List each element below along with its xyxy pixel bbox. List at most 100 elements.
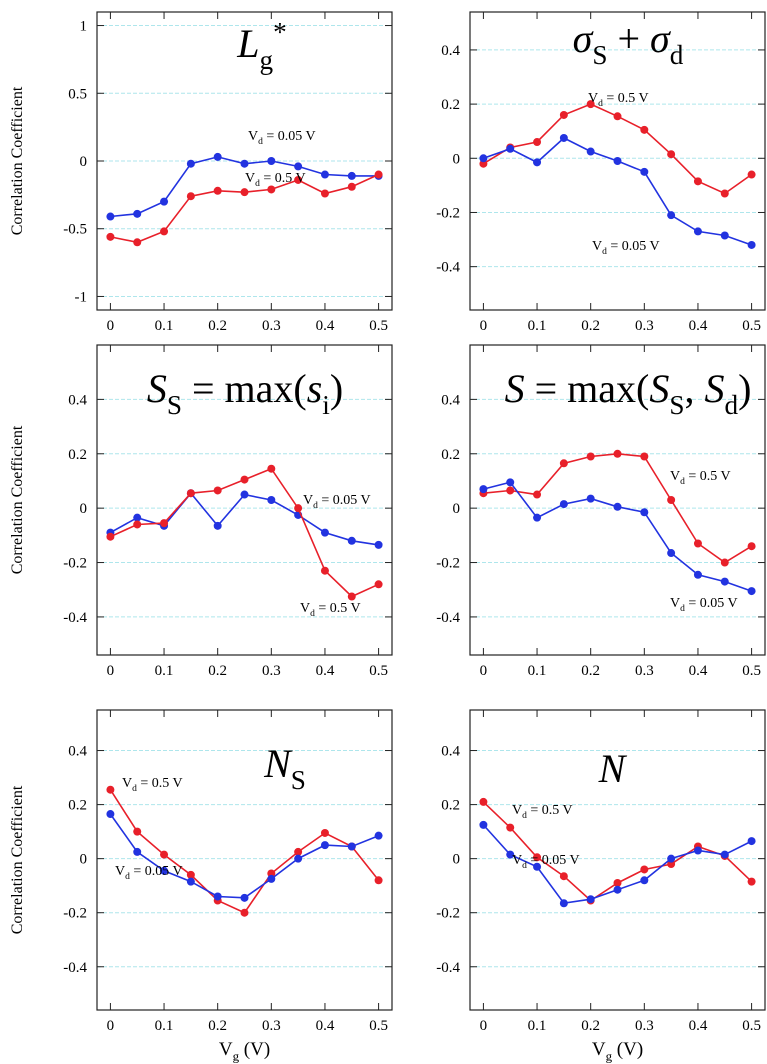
text-segment: S <box>147 366 167 411</box>
data-point <box>533 862 542 871</box>
panel-title: σS + σd <box>573 16 684 70</box>
panel-title: Lg* <box>236 17 286 75</box>
text-segment: d <box>680 477 685 487</box>
text-segment: = 0.05 V <box>130 864 183 879</box>
data-point <box>720 189 729 198</box>
series-line <box>483 137 752 246</box>
y-tick-label: -0.2 <box>436 906 460 922</box>
data-point <box>374 170 383 179</box>
data-point <box>586 147 595 156</box>
data-point <box>160 866 169 875</box>
text-segment: S <box>505 366 525 411</box>
x-tick-label: 0.4 <box>316 1018 335 1034</box>
text-segment: d <box>258 137 263 147</box>
annotation: Vd = 0.5 V <box>512 803 573 821</box>
text-segment: , <box>684 366 704 411</box>
x-tick-label: 0.5 <box>369 663 388 679</box>
y-tick-label: 0.4 <box>441 744 460 760</box>
text-segment: V <box>592 1039 606 1060</box>
text-segment: d <box>255 179 260 189</box>
text-segment: = 0.05 V <box>263 129 316 144</box>
x-tick-label: 0.1 <box>155 1018 174 1034</box>
y-tick-label: 0.4 <box>68 392 87 408</box>
plot-frame <box>469 11 766 311</box>
panel-title: S = max(SS, Sd) <box>505 366 752 420</box>
x-tick-label: 0 <box>480 1018 488 1034</box>
x-tick-label: 0.4 <box>316 318 335 334</box>
text-segment: ) <box>738 366 751 411</box>
data-point <box>533 138 542 147</box>
data-point <box>294 854 303 863</box>
text-segment: d <box>132 784 137 794</box>
x-tick-label: 0.3 <box>262 1018 281 1034</box>
data-point <box>533 490 542 499</box>
text-segment: V <box>592 239 602 254</box>
text-segment: d <box>602 247 607 257</box>
text-segment: S <box>669 390 684 420</box>
data-point <box>347 536 356 545</box>
data-point <box>240 188 249 197</box>
x-tick-label: 0 <box>107 1018 115 1034</box>
data-point <box>133 520 142 529</box>
data-point <box>506 486 515 495</box>
data-point <box>613 112 622 121</box>
data-point <box>106 532 115 541</box>
data-point <box>347 171 356 180</box>
data-point <box>479 820 488 829</box>
data-point <box>559 110 568 119</box>
text-segment: d <box>313 501 318 511</box>
data-point <box>506 823 515 832</box>
data-point <box>747 170 756 179</box>
data-point <box>106 810 115 819</box>
y-tick-label: 0.2 <box>441 798 460 814</box>
x-tick-label: 0 <box>107 318 115 334</box>
x-tick-label: 0 <box>480 663 488 679</box>
plot-frame <box>96 709 393 1011</box>
data-point <box>640 865 649 874</box>
annotation: Vd = 0.5 V <box>300 601 361 619</box>
y-tick-label: 0.4 <box>441 43 460 59</box>
series-line <box>109 813 379 899</box>
panel-title: SS = max(si) <box>147 366 343 420</box>
y-tick-label: 0.4 <box>68 744 87 760</box>
data-point <box>667 854 676 863</box>
data-point <box>559 899 568 908</box>
data-point <box>506 144 515 153</box>
panel: -0.4 -0.2 0 0.2 0.4 0 0.1 0.2 0.3 0.4 0.5 SS = max(… <box>9 344 393 679</box>
text-segment: = 0.5 V <box>603 91 649 106</box>
y-tick-label: -0.2 <box>436 556 460 572</box>
data-point <box>267 157 276 165</box>
text-segment: S <box>649 366 669 411</box>
data-point <box>640 452 649 461</box>
text-segment: d <box>125 872 130 882</box>
data-point <box>667 211 676 220</box>
data-point <box>213 521 222 530</box>
data-point <box>693 539 702 548</box>
text-segment: V <box>122 776 132 791</box>
x-tick-label: 0 <box>107 663 115 679</box>
data-point <box>586 494 595 503</box>
data-point <box>693 570 702 579</box>
data-point <box>667 549 676 558</box>
y-tick-label: 0 <box>80 852 88 868</box>
text-segment: i <box>322 390 330 420</box>
y-tick-label: 0.2 <box>68 447 87 463</box>
data-point <box>294 175 303 184</box>
data-point <box>133 847 142 856</box>
data-point <box>693 177 702 186</box>
text-segment: S <box>291 765 306 795</box>
data-point <box>294 162 303 171</box>
data-point <box>186 192 195 201</box>
text-segment: ) <box>330 366 343 411</box>
x-tick-label: 0.1 <box>528 318 547 334</box>
x-tick-label: 0.2 <box>581 663 600 679</box>
annotation: Vd = 0.05 V <box>248 129 316 147</box>
x-tick-label: 0.2 <box>581 318 600 334</box>
y-axis-label: Correlation Coefficient <box>9 86 26 235</box>
y-tick-label: -0.4 <box>63 960 87 976</box>
y-tick-label: -0.5 <box>63 222 87 238</box>
x-tick-label: 0.4 <box>316 663 335 679</box>
x-tick-label: 0.3 <box>262 318 281 334</box>
y-tick-label: 0 <box>453 852 461 868</box>
